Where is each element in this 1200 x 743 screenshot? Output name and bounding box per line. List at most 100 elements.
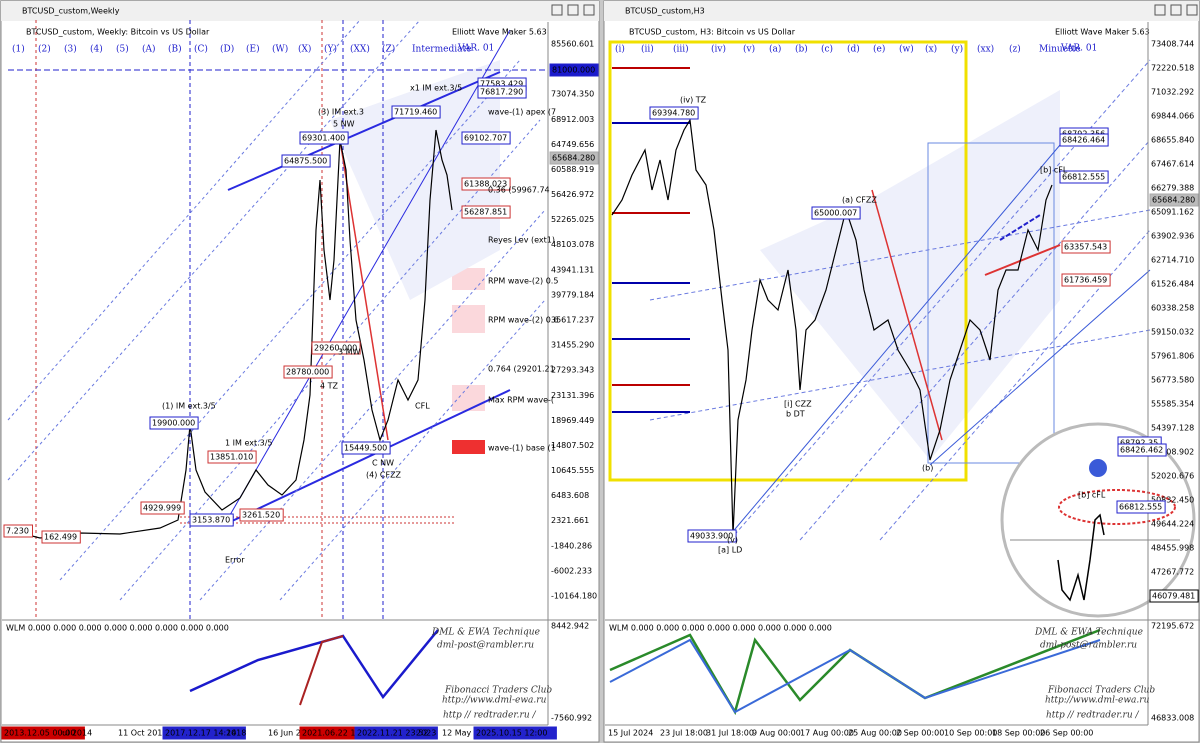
price-axis-label: 48455.998	[1151, 544, 1194, 553]
wave-button[interactable]: (z)	[1009, 44, 1021, 55]
wave-annotation: 4 TZ	[320, 382, 339, 391]
wlm-label: WLM 0.000 0.000 0.000 0.000 0.000 0.000 …	[609, 624, 832, 633]
date-label: 31 Jul 18:00	[706, 729, 754, 738]
wave-annotation: (1) IM ext.3/5	[162, 402, 216, 411]
price-tag-box	[477, 85, 527, 99]
date-label-box	[1, 726, 85, 740]
wave-annotation: wave-(1) base (1	[488, 444, 556, 453]
price-tag: 68426.464	[1062, 136, 1105, 145]
price-tag: 29260.000	[314, 344, 357, 353]
date-label: 23 Jul 18:00	[660, 729, 708, 738]
wave-button[interactable]: (a)	[769, 44, 781, 55]
indicator-name: Elliott Wave Maker 5.63	[452, 28, 547, 37]
wave-button[interactable]: (4)	[90, 44, 103, 55]
wave-annotation: (b)	[922, 464, 933, 473]
price-axis-label: 65091.162	[1151, 208, 1194, 217]
wave-button[interactable]: (iii)	[673, 44, 689, 55]
price-axis-label: 56426.972	[551, 190, 594, 199]
price-axis-label: 63902.936	[1151, 232, 1194, 241]
magnifier-tag-box	[1117, 443, 1167, 457]
magnifier-tag-box	[1149, 589, 1199, 603]
wave-button[interactable]: (B)	[168, 44, 182, 55]
price-axis-label: 56773.580	[1151, 376, 1194, 385]
price-axis-label: 60588.919	[551, 165, 594, 174]
price-tag: 69301.400	[302, 134, 345, 143]
wave-button[interactable]: (2)	[38, 44, 51, 55]
wave-button[interactable]: (Z)	[382, 44, 395, 55]
wave-button[interactable]: (XX)	[350, 44, 370, 55]
wave-button[interactable]: (3)	[64, 44, 77, 55]
watermark-text: DML & EWA Technique	[431, 628, 540, 638]
window-control[interactable]	[1154, 4, 1166, 16]
date-label: 9 Aug 00:00	[752, 729, 801, 738]
wave-annotation: 5 NW	[333, 120, 355, 129]
wave-annotation: Reyes Lev (ext1)	[488, 236, 555, 245]
window-frame	[603, 0, 1200, 743]
wave-button[interactable]: (1)	[12, 44, 25, 55]
wave-button[interactable]: (d)	[847, 44, 860, 55]
window-control[interactable]	[551, 4, 563, 16]
wave-button[interactable]: (c)	[821, 44, 833, 55]
watermark-text: Fibonacci Traders Club	[444, 686, 552, 696]
window-control[interactable]	[583, 4, 595, 16]
magnifier-tag-box	[1116, 500, 1166, 514]
wave-button[interactable]: (xx)	[977, 44, 994, 55]
wave-button[interactable]: (5)	[116, 44, 129, 55]
wave-button[interactable]: (W)	[272, 44, 288, 55]
wave-button[interactable]: (b)	[795, 44, 808, 55]
wave-button[interactable]: (iv)	[711, 44, 726, 55]
wave-button[interactable]: (e)	[873, 44, 885, 55]
wave-button[interactable]: (C)	[194, 44, 208, 55]
current-price-tag-box	[1149, 193, 1199, 207]
wave-annotation: wave-(1) apex (7	[488, 108, 556, 117]
price-axis-label: 48103.078	[551, 240, 594, 249]
price-axis-label: 66279.388	[1151, 184, 1194, 193]
current-price-tag: 65684.280	[552, 154, 595, 163]
date-label: 2018	[226, 729, 246, 738]
wave-button[interactable]: (v)	[743, 44, 755, 55]
wave-button[interactable]: (y)	[951, 44, 963, 55]
price-axis-label: 55585.354	[1151, 400, 1194, 409]
wave-button[interactable]: (X)	[298, 44, 311, 55]
wlm-axis-label: 72195.672	[1151, 622, 1194, 631]
wave-button[interactable]: (i)	[615, 44, 625, 55]
wave-button[interactable]: (x)	[925, 44, 937, 55]
chart-label: BTCUSD_custom, Weekly: Bitcoin vs US Dol…	[26, 28, 210, 37]
date-label: 17 Aug 00:00	[800, 729, 854, 738]
price-axis-label: 49644.224	[1151, 520, 1194, 529]
date-label: 16 Jun 2019	[268, 729, 316, 738]
window-title: BTCUSD_custom,H3	[625, 7, 705, 16]
price-tag: 162.499	[44, 533, 77, 542]
price-tag-box	[461, 131, 511, 145]
price-tag: 63357.543	[1064, 243, 1107, 252]
price-tag-box	[649, 106, 699, 120]
window-control[interactable]	[1170, 4, 1182, 16]
wave-annotation: b DT	[786, 410, 805, 419]
date-label: 2 Sep 00:00	[896, 729, 944, 738]
wave-button[interactable]: (w)	[899, 44, 914, 55]
variant: VAR. 01	[1060, 44, 1097, 54]
watermark-text: Fibonacci Traders Club	[1047, 686, 1155, 696]
price-axis-label: 43941.131	[551, 265, 594, 274]
magnifier-tag: 68792.35	[1120, 439, 1158, 448]
wave-button[interactable]: (D)	[220, 44, 234, 55]
date-label: 2021.06.22 16:55	[302, 729, 373, 738]
wave-button[interactable]: (E)	[246, 44, 260, 55]
window-control[interactable]	[1186, 4, 1198, 16]
wave-button[interactable]: (ii)	[641, 44, 654, 55]
window-control[interactable]	[567, 4, 579, 16]
date-label: 2025.10.15 12:00	[476, 729, 547, 738]
date-label: 2013.12.05 00:00	[4, 729, 75, 738]
price-axis-label: 62714.710	[1151, 256, 1194, 265]
wave-button[interactable]: (Y)	[324, 44, 337, 55]
price-axis-label: 60338.258	[1151, 304, 1194, 313]
wave-button[interactable]: (A)	[142, 44, 156, 55]
date-label-box	[162, 726, 246, 740]
price-tag: 71719.460	[394, 108, 437, 117]
price-tag: 4929.999	[143, 504, 181, 513]
wave-annotation: 1 IM ext.3/5	[225, 439, 273, 448]
indicator-name: Elliott Wave Maker 5.63	[1055, 28, 1150, 37]
price-tag: 69102.707	[464, 134, 507, 143]
magnifier-label: [b] cFL	[1078, 491, 1106, 500]
